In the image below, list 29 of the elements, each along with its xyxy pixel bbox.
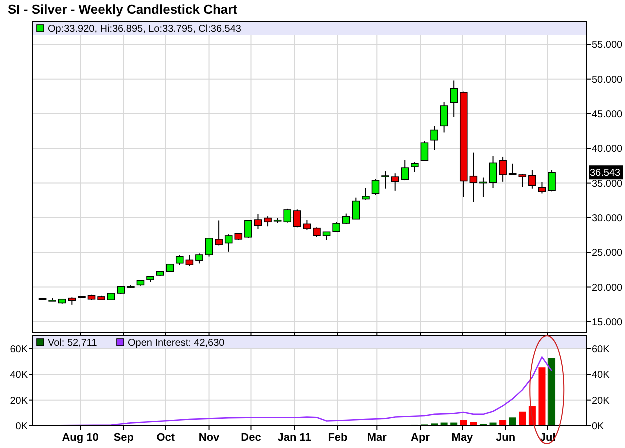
annotation: Op:33.920, Hi:36.895, Lo:33.795, Cl:36.543: [48, 24, 242, 35]
x-tick-label: Mar: [367, 432, 388, 444]
y-tick-label: 15.000: [592, 317, 624, 328]
y-tick-label: 20K: [10, 396, 28, 407]
y-tick-label: 60K: [10, 344, 28, 356]
y-tick-label: 55.000: [592, 40, 624, 52]
x-tick-label: Jun: [496, 432, 516, 444]
y-tick-label: 25.000: [592, 248, 624, 260]
legend-label: Open Interest: 42,630: [128, 338, 226, 349]
x-tick-label: Apr: [411, 432, 431, 444]
x-tick-label: Feb: [328, 432, 348, 444]
y-tick-label: 20.000: [592, 282, 624, 294]
y-tick-label: 50.000: [592, 74, 624, 86]
y-tick-label: 30.000: [592, 213, 624, 224]
x-tick-label: May: [452, 432, 474, 444]
x-tick-label: Nov: [198, 432, 221, 444]
x-tick-label: Sep: [114, 432, 134, 444]
x-tick-label: Dec: [241, 432, 262, 444]
y-tick-label: 35.000: [592, 178, 624, 190]
y-tick-label: 0K: [16, 422, 28, 432]
y-tick-label: 45.000: [592, 110, 624, 121]
chart-title: SI - Silver - Weekly Candlestick Chart: [8, 2, 238, 17]
y-tick-label: 40.000: [592, 144, 624, 156]
text: 36.543: [590, 168, 622, 180]
y-tick-label: 40K: [10, 370, 28, 382]
x-tick-label: Oct: [156, 432, 176, 444]
legend-label: Vol: 52,711: [48, 338, 98, 349]
x-tick-label: Jan 11: [278, 432, 312, 444]
x-tick-label: Aug 10: [62, 432, 99, 444]
